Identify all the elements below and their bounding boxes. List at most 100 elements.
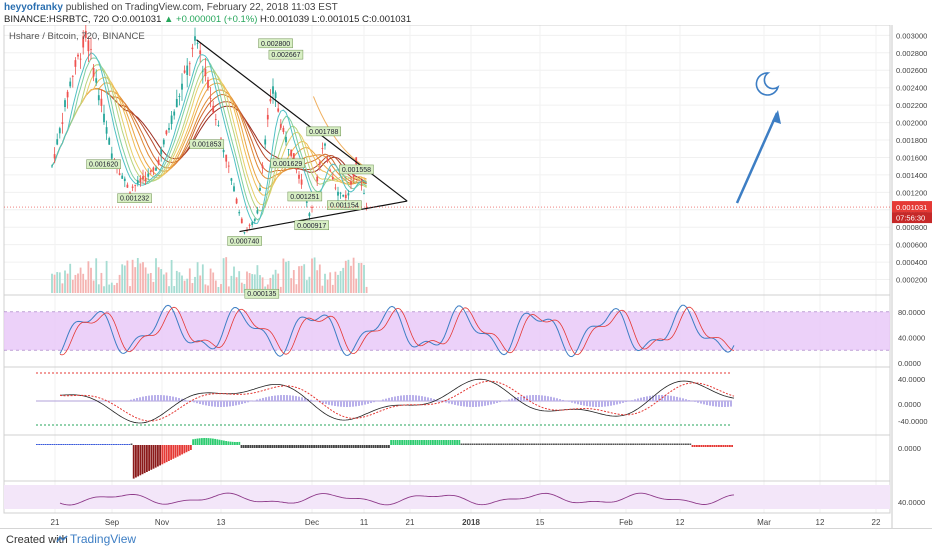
volume-bar (181, 276, 183, 293)
histo-bar (56, 444, 58, 445)
histo-bar (687, 444, 689, 446)
osc-bar (196, 401, 198, 403)
candle-body (90, 49, 92, 50)
osc-bar (298, 397, 300, 401)
osc-bar (469, 401, 471, 407)
volume-bar (184, 281, 186, 293)
indicator-tick-label: 0.0000 (898, 400, 921, 409)
histo-bar (632, 444, 634, 446)
osc-bar (475, 401, 477, 407)
tradingview-brand[interactable]: TradingView (70, 532, 136, 546)
candle-body (119, 173, 121, 174)
histo-bar (375, 445, 377, 448)
volume-bar (366, 287, 368, 293)
volume-bar (215, 281, 217, 293)
x-tick-label: 21 (406, 518, 415, 527)
volume-bar (114, 285, 116, 293)
histo-bar (494, 444, 496, 446)
indicator-tick-label: 40.0000 (898, 375, 925, 384)
histo-bar (221, 440, 223, 445)
histo-bar (423, 440, 425, 445)
osc-bar (412, 395, 414, 401)
histo-bar (60, 444, 62, 445)
histo-bar (201, 438, 203, 445)
osc-bar (631, 400, 633, 401)
histo-bar (619, 444, 621, 446)
histo-bar (667, 444, 669, 446)
volume-bar (121, 264, 123, 293)
osc-bar (535, 395, 537, 401)
histo-bar (256, 445, 258, 448)
candle-body (171, 116, 173, 125)
histo-bar (58, 444, 60, 445)
volume-bar (101, 273, 103, 293)
candle-body (311, 207, 313, 208)
author-name[interactable]: heyyofranky (4, 2, 63, 13)
volume-bar (64, 270, 66, 293)
histo-bar (509, 444, 511, 446)
candle-body (332, 177, 334, 179)
histo-bar (386, 445, 388, 448)
histo-bar (425, 440, 427, 445)
x-tick-label: 22 (872, 518, 881, 527)
y-tick-label: 0.001600 (896, 153, 927, 162)
x-tick-label: 13 (217, 518, 226, 527)
histo-bar (507, 444, 509, 446)
candle-body (275, 92, 277, 98)
histo-bar (67, 444, 69, 445)
volume-bar (337, 275, 339, 293)
histo-bar (588, 444, 590, 446)
histo-bar (98, 444, 100, 445)
histo-bar (505, 444, 507, 446)
histo-bar (678, 444, 680, 446)
histo-bar (227, 441, 229, 445)
histo-bar (65, 444, 67, 445)
osc-bar (505, 400, 507, 401)
osc-bar (397, 396, 399, 401)
histo-bar (282, 445, 284, 448)
volume-bar (324, 274, 326, 293)
histo-bar (238, 442, 240, 445)
volume-bar (69, 264, 71, 293)
volume-bar (85, 280, 87, 293)
histo-bar (518, 444, 520, 446)
histo-bar (274, 445, 276, 448)
histo-bar (146, 445, 148, 472)
histo-bar (489, 444, 491, 446)
osc-bar (145, 396, 147, 401)
histo-bar (43, 444, 45, 445)
osc-bar (580, 401, 582, 405)
candle-body (337, 192, 339, 196)
histo-bar (170, 445, 172, 460)
histo-bar (49, 444, 51, 445)
histo-bar (188, 445, 190, 451)
histo-bar (131, 444, 133, 446)
histo-bar (538, 444, 540, 446)
annotation-label: 0.001232 (120, 196, 149, 203)
osc-bar (538, 395, 540, 401)
histo-bar (155, 445, 157, 468)
chart-area[interactable]: 0.0016200.0012320.0018530.0007400.000135… (0, 25, 932, 528)
candle-body (155, 168, 157, 171)
histo-bar (249, 445, 251, 448)
histo-bar (289, 445, 291, 448)
histo-bar (564, 444, 566, 446)
volume-bar (210, 269, 212, 293)
osc-bar (619, 401, 621, 404)
histo-bar (480, 444, 482, 446)
indicator-tick-label: 40.0000 (898, 333, 925, 342)
histo-bar (390, 440, 392, 445)
histo-bar (665, 444, 667, 446)
histo-bar (590, 444, 592, 446)
annotation-label: 0.001853 (192, 142, 221, 149)
osc-bar (277, 395, 279, 401)
osc-bar (670, 396, 672, 401)
osc-bar (295, 396, 297, 401)
histo-bar (78, 444, 80, 445)
osc-bar (508, 399, 510, 401)
osc-bar (598, 401, 600, 407)
histo-bar (47, 444, 49, 445)
candle-body (363, 193, 365, 194)
osc-bar (256, 400, 258, 401)
annotation-label: 0.002667 (271, 52, 300, 59)
